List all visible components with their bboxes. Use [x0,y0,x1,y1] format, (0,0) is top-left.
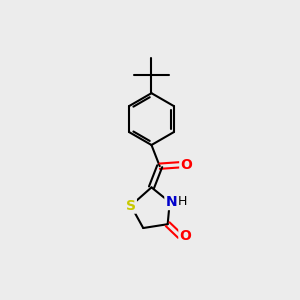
Text: H: H [177,195,187,208]
Text: S: S [126,199,136,213]
Text: O: O [180,158,192,172]
Text: O: O [179,229,191,243]
Text: N: N [165,195,177,209]
